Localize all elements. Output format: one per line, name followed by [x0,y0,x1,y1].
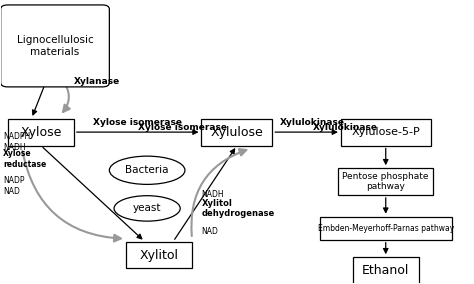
Text: NADPH
NADH: NADPH NADH [3,132,30,152]
Text: Xylitol: Xylitol [139,248,179,262]
Text: Xylose isomerase: Xylose isomerase [93,118,182,127]
FancyBboxPatch shape [338,168,433,195]
Ellipse shape [109,156,185,184]
Text: Xylose: Xylose [20,126,62,139]
Text: Xylulokinase: Xylulokinase [280,118,345,127]
Text: NADH: NADH [201,190,224,199]
FancyBboxPatch shape [319,217,452,240]
Text: Xylanase: Xylanase [74,77,120,86]
Text: Xylose isomerase: Xylose isomerase [138,123,227,132]
Text: Xylulose: Xylulose [210,126,263,139]
Text: Xylitol
dehydrogenase: Xylitol dehydrogenase [201,199,275,218]
Text: Xylulose-5-P: Xylulose-5-P [351,127,420,137]
Text: Lignocellulosic
materials: Lignocellulosic materials [17,35,93,57]
FancyBboxPatch shape [353,257,419,284]
Text: Ethanol: Ethanol [362,264,410,277]
Text: Xylose
reductase: Xylose reductase [3,149,46,169]
FancyBboxPatch shape [201,119,273,145]
Text: Embden-Meyerhoff-Parnas pathway: Embden-Meyerhoff-Parnas pathway [318,224,454,233]
Text: Xylulokinase: Xylulokinase [312,123,377,132]
Text: yeast: yeast [133,203,162,213]
Ellipse shape [114,196,180,221]
Text: NAD: NAD [201,227,219,235]
Text: Pentose phosphate
pathway: Pentose phosphate pathway [343,172,429,191]
FancyBboxPatch shape [0,5,109,87]
FancyBboxPatch shape [8,119,74,145]
Text: Bacteria: Bacteria [126,165,169,175]
FancyBboxPatch shape [126,242,192,268]
FancyBboxPatch shape [341,119,430,145]
Text: NADP
NAD: NADP NAD [3,176,25,195]
